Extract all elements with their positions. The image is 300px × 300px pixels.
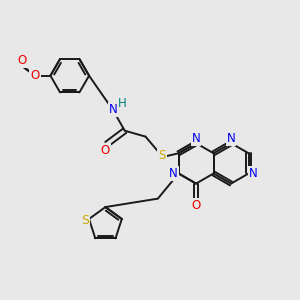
Text: O: O (30, 69, 40, 82)
Text: N: N (227, 132, 236, 145)
Text: S: S (82, 214, 89, 227)
Text: O: O (191, 200, 201, 212)
Text: N: N (192, 132, 200, 145)
Text: O: O (101, 143, 110, 157)
Text: O: O (30, 69, 40, 82)
Text: N: N (249, 167, 258, 180)
Text: H: H (118, 98, 127, 110)
Text: N: N (109, 103, 117, 116)
Text: N: N (169, 167, 178, 180)
Text: S: S (158, 149, 166, 162)
Text: O: O (18, 54, 27, 67)
